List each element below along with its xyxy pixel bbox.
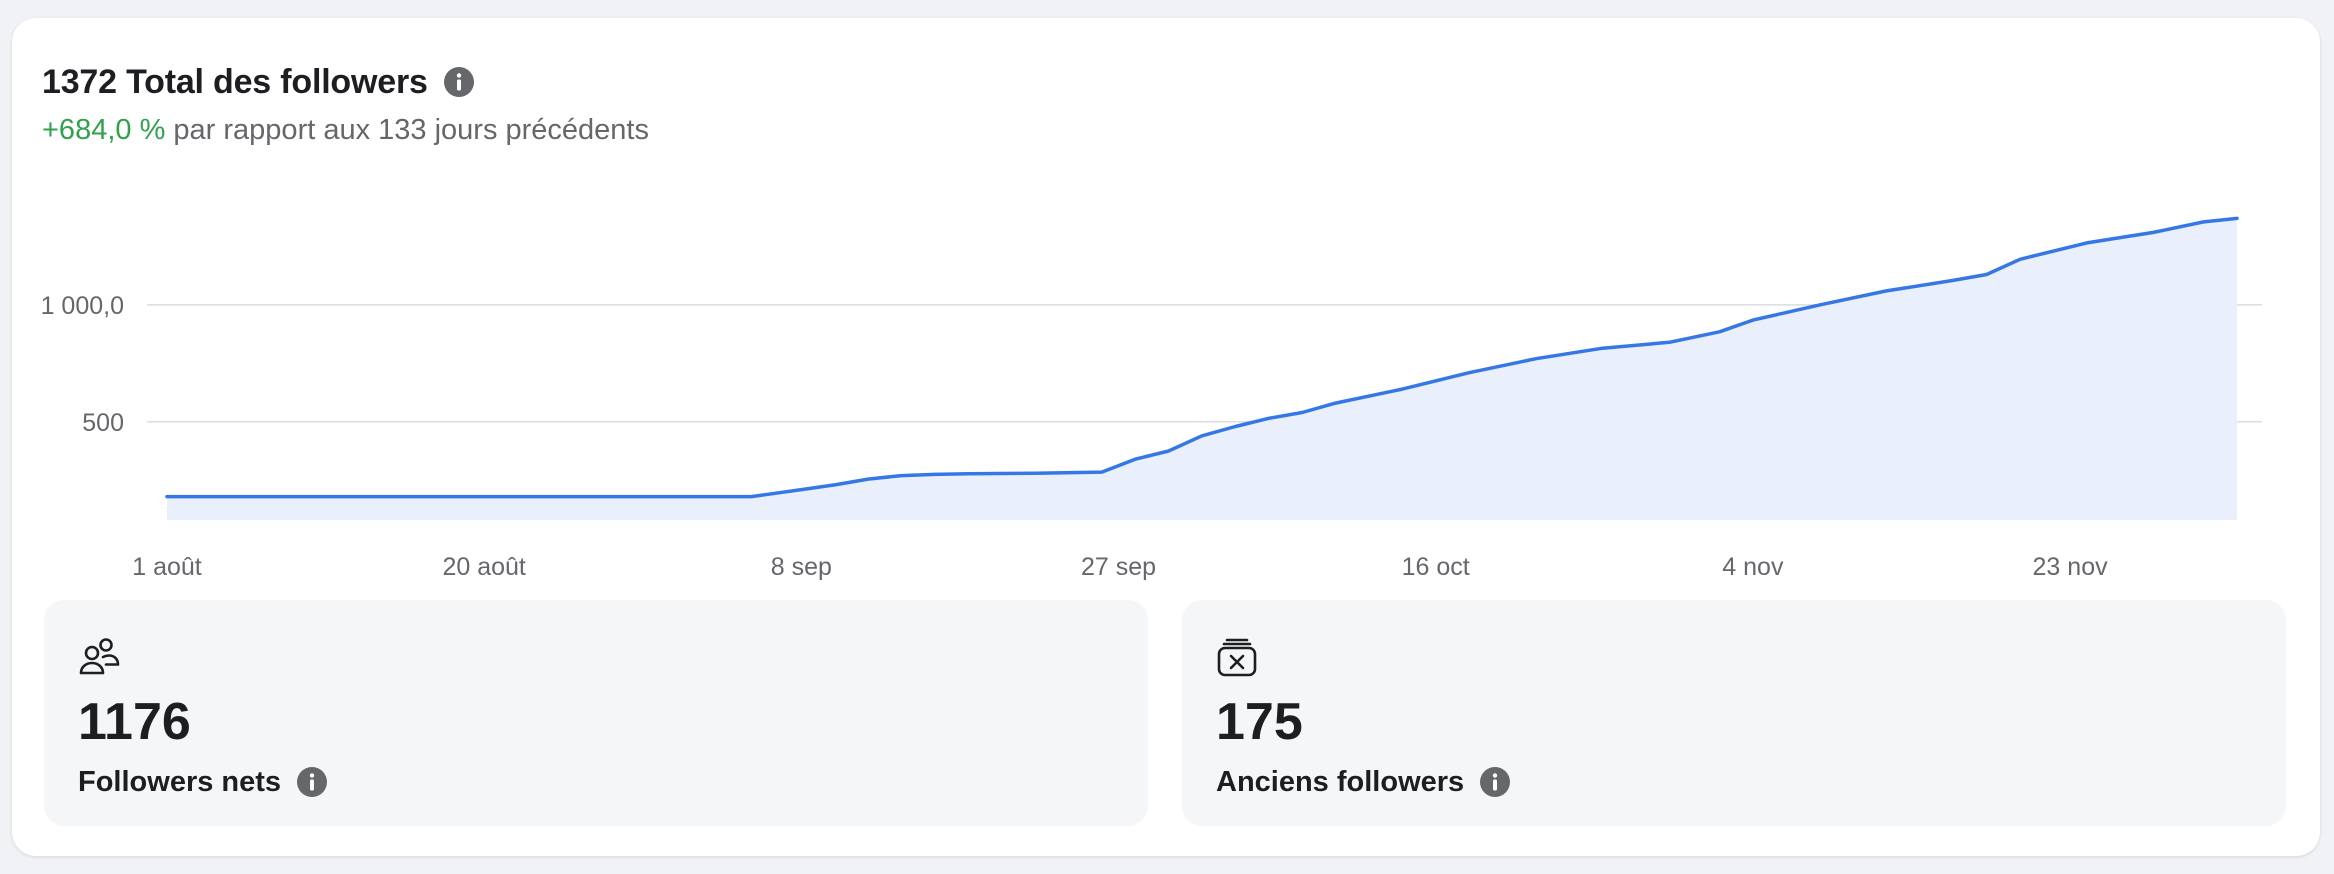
info-icon[interactable] [297,767,328,797]
x-tick-label: 16 oct [1402,553,1470,581]
followers-chart: 500 1 000,0 1 août 20 août 8 sep 27 sep 16 oct… [12,168,2320,608]
removed-box-icon [1216,636,1258,678]
former-followers-value: 175 [1216,693,1303,751]
stat-label-row: Followers nets [78,760,328,804]
chart-svg: 500 1 000,0 1 août 20 août 8 sep 27 sep 16 oct… [41,216,2262,581]
net-followers-label: Followers nets [78,765,282,798]
y-tick-label: 500 [82,409,124,437]
info-icon[interactable] [443,67,474,97]
comparison-subtitle: +684,0 % par rapport aux 133 jours précé… [42,114,649,147]
x-tick-label: 27 sep [1081,553,1156,581]
change-percent: +684,0 % [42,114,166,146]
former-followers-label: Anciens followers [1216,765,1465,798]
people-icon [78,636,120,678]
net-followers-value: 1176 [78,693,191,751]
series-area [167,218,2237,520]
x-tick-label: 8 sep [771,553,832,581]
stat-net-followers: 1176 Followers nets [44,600,1148,826]
x-tick-label: 23 nov [2033,553,2109,581]
x-tick-label: 20 août [442,553,525,581]
x-tick-label: 1 août [132,553,202,581]
title-row: 1372 Total des followers [42,44,474,120]
y-tick-label: 1 000,0 [41,292,124,320]
comparison-text: par rapport aux 133 jours précédents [173,114,649,146]
series-line [165,216,2239,499]
stat-former-followers: 175 Anciens followers [1182,600,2286,826]
stat-label-row: Anciens followers [1216,760,1511,804]
card-title: 1372 Total des followers [42,62,428,101]
followers-card: 1372 Total des followers +684,0 % par ra… [12,18,2320,856]
x-tick-label: 4 nov [1722,553,1784,581]
info-icon[interactable] [1480,767,1511,797]
